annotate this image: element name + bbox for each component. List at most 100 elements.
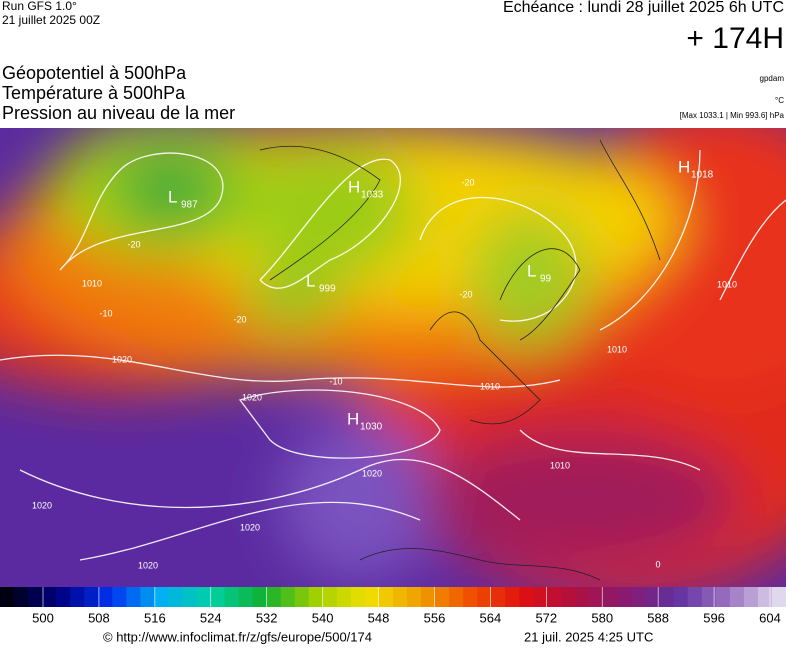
contour-label: 1020 xyxy=(362,468,382,478)
scale-tick-label: 572 xyxy=(535,610,557,625)
contour-label: 1020 xyxy=(32,500,52,510)
unit-label: °C xyxy=(775,96,784,105)
scale-tick-label: 516 xyxy=(144,610,166,625)
scale-swatch xyxy=(715,587,731,607)
scale-swatch xyxy=(757,587,773,607)
scale-swatch xyxy=(70,587,85,607)
contour-label: -20 xyxy=(459,289,472,299)
contour-label: -10 xyxy=(99,308,112,318)
scale-swatch xyxy=(56,587,71,607)
scale-swatch xyxy=(308,587,324,607)
scale-swatch xyxy=(378,587,394,607)
header: Run GFS 1.0° 21 juillet 2025 00Z Echéanc… xyxy=(2,0,785,123)
scale-tick-label: 548 xyxy=(368,610,390,625)
scale-swatch xyxy=(743,587,759,607)
contour-label: 0 xyxy=(655,559,660,569)
scale-swatch xyxy=(322,587,338,607)
scale-swatch xyxy=(547,587,562,607)
scale-swatch xyxy=(168,587,183,607)
scale-swatch xyxy=(252,587,268,607)
unit-label: gpdam xyxy=(760,74,785,83)
scale-swatch xyxy=(771,587,786,607)
scale-swatch xyxy=(673,587,689,607)
scale-swatch xyxy=(589,587,605,607)
pressure-center-kind: H xyxy=(678,157,690,176)
pressure-center-value: 1030 xyxy=(360,422,383,433)
scale-swatch xyxy=(224,587,240,607)
scale-swatch xyxy=(603,587,619,607)
scale-swatch xyxy=(84,587,99,607)
contour-label: 1010 xyxy=(717,279,737,289)
contour-label: -10 xyxy=(329,376,342,386)
scale-swatch xyxy=(533,587,548,607)
scale-swatch xyxy=(28,587,43,607)
contour-label: 1020 xyxy=(138,560,158,570)
scale-swatch xyxy=(575,587,590,607)
source-url: © http://www.infoclimat.fr/z/gfs/europe/… xyxy=(103,629,372,644)
scale-swatch xyxy=(645,587,661,607)
contour-label: 1020 xyxy=(240,522,260,532)
contour-label: 1010 xyxy=(550,460,570,470)
scale-swatch xyxy=(435,587,450,607)
contour-label: -20 xyxy=(233,314,246,324)
scale-tick-label: 500 xyxy=(32,610,54,625)
scale-swatch xyxy=(112,587,127,607)
layer-label: Pression au niveau de la mer xyxy=(2,103,235,123)
scale-swatch xyxy=(491,587,506,607)
scale-swatch xyxy=(182,587,197,607)
scale-swatch xyxy=(477,587,492,607)
pressure-center-value: 99 xyxy=(540,274,552,285)
pressure-center-kind: L xyxy=(168,187,177,206)
pressure-center-kind: L xyxy=(306,271,315,290)
scale-swatch xyxy=(393,587,408,607)
scale-tick-label: 604 xyxy=(759,610,781,625)
scale-swatch xyxy=(14,587,29,607)
scale-swatch xyxy=(42,587,57,607)
scale-tick-label: 556 xyxy=(424,610,446,625)
scale-swatch xyxy=(266,587,282,607)
scale-swatch xyxy=(364,587,380,607)
contour-label: -20 xyxy=(461,177,474,187)
run-label: Run GFS 1.0° xyxy=(2,0,77,13)
scale-swatch xyxy=(350,587,366,607)
scale-tick-label: 596 xyxy=(703,610,725,625)
scale-swatch xyxy=(561,587,576,607)
scale-tick-label: 540 xyxy=(312,610,334,625)
scale-swatch xyxy=(659,587,675,607)
scale-tick-label: 564 xyxy=(480,610,502,625)
scale-tick-label: 588 xyxy=(647,610,669,625)
layer-label: Géopotentiel à 500hPa xyxy=(2,63,187,83)
contour-label: 1020 xyxy=(112,354,132,364)
map-field xyxy=(0,128,786,587)
scale-swatch xyxy=(280,587,296,607)
scale-swatch xyxy=(210,587,226,607)
generated-time: 21 juil. 2025 4:25 UTC xyxy=(524,629,653,644)
scale-tick-label: 524 xyxy=(200,610,222,625)
scale-swatch xyxy=(505,587,520,607)
contour-label: 1020 xyxy=(242,392,262,402)
layer-label: Température à 500hPa xyxy=(2,83,186,103)
scale-swatch xyxy=(336,587,352,607)
lead-time: + 174H xyxy=(686,22,784,55)
pressure-center-kind: L xyxy=(527,261,536,280)
scale-tick-label: 508 xyxy=(88,610,110,625)
scale-swatch xyxy=(463,587,478,607)
contour-label: 1010 xyxy=(607,344,627,354)
scale-swatch xyxy=(631,587,647,607)
pressure-center-value: 1033 xyxy=(361,190,384,201)
scale-swatch xyxy=(687,587,703,607)
scale-swatch xyxy=(407,587,422,607)
pressure-center-kind: H xyxy=(347,409,359,428)
contour-label: -20 xyxy=(127,239,140,249)
scale-swatch xyxy=(196,587,212,607)
forecast-time: Echéance : lundi 28 juillet 2025 6h UTC xyxy=(503,0,784,16)
pressure-center-value: 999 xyxy=(319,284,336,295)
scale-swatch xyxy=(701,587,717,607)
scale-tick-label: 580 xyxy=(591,610,613,625)
scale-swatch xyxy=(238,587,254,607)
contour-label: 1010 xyxy=(480,381,500,391)
scale-tick-label: 532 xyxy=(256,610,278,625)
run-date: 21 juillet 2025 00Z xyxy=(2,13,100,27)
scale-swatch xyxy=(617,587,633,607)
